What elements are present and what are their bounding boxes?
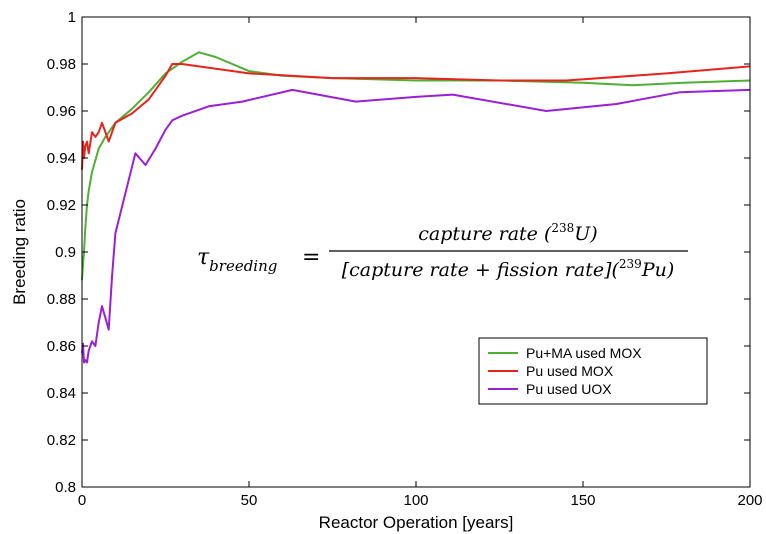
y-axis-label: Breeding ratio: [10, 199, 29, 305]
legend: Pu+MA used MOX Pu used MOX Pu used UOX: [478, 337, 708, 405]
series-layer: [81, 51, 751, 364]
breeding-ratio-equation: τbreeding = capture rate (238U) [capture…: [197, 221, 688, 281]
plot-frame: [81, 16, 751, 488]
y-tick-label-0: 0.8: [55, 479, 76, 496]
equation-numerator: capture rate (238U): [418, 221, 597, 245]
x-tick-label-3: 150: [570, 492, 595, 509]
y-tick-label-10: 1: [68, 9, 76, 26]
y-tick-label-6: 0.92: [47, 197, 76, 214]
equation-denominator: [capture rate + fission rate](239Pu): [342, 257, 675, 281]
x-axis-label: Reactor Operation [years]: [319, 513, 514, 532]
series-line-0: [81, 51, 751, 281]
equation-equals: =: [302, 245, 320, 270]
legend-label-pu-mox: Pu used MOX: [526, 363, 614, 379]
y-tick-label-7: 0.94: [47, 150, 76, 167]
x-tick-label-2: 100: [403, 492, 428, 509]
y-tick-label-1: 0.82: [47, 432, 76, 449]
legend-label-pu-uox: Pu used UOX: [526, 381, 612, 397]
y-tick-label-2: 0.84: [47, 385, 76, 402]
series-line-1: [81, 63, 751, 170]
x-tick-label-4: 200: [737, 492, 762, 509]
x-tick-label-1: 50: [241, 492, 258, 509]
y-tick-label-4: 0.88: [47, 291, 76, 308]
y-tick-label-5: 0.9: [55, 244, 76, 261]
y-tick-label-8: 0.96: [47, 103, 76, 120]
equation-lhs: τbreeding: [197, 245, 277, 275]
ticks-layer: 0 50 100 150 200 0.8 0.82 0.84 0.86 0.88 0.9 0.92 0.…: [47, 9, 763, 509]
series-line-2: [81, 88, 751, 364]
y-tick-label-3: 0.86: [47, 338, 76, 355]
x-tick-label-0: 0: [78, 492, 86, 509]
legend-label-pu-ma-mox: Pu+MA used MOX: [526, 345, 642, 361]
y-tick-label-9: 0.98: [47, 56, 76, 73]
